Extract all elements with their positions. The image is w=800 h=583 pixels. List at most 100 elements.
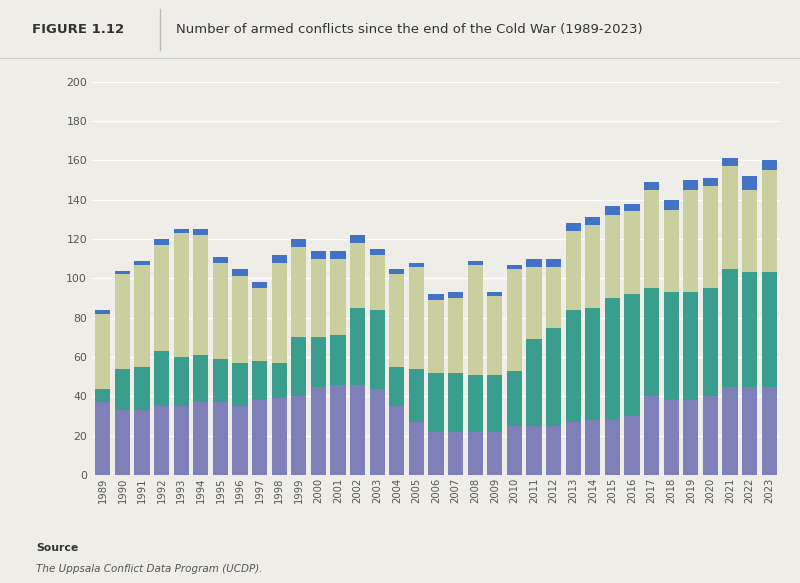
Bar [291,338,306,396]
Bar [310,251,326,259]
Bar [644,288,659,396]
Bar [174,229,189,233]
Bar [330,335,346,385]
Bar [409,262,424,266]
Bar [134,265,150,367]
Bar [350,308,366,385]
Bar [134,367,150,410]
Bar [370,310,385,389]
Bar [174,233,189,357]
Bar [624,203,640,212]
Bar [663,292,679,401]
Bar [487,432,502,475]
Bar [134,261,150,265]
Bar [310,259,326,338]
Bar [232,363,248,406]
Bar [428,373,444,432]
Bar [448,432,463,475]
Bar [389,406,405,475]
Bar [722,269,738,387]
Bar [663,199,679,209]
Bar [271,398,287,475]
Bar [605,206,620,215]
Bar [271,262,287,363]
Bar [644,396,659,475]
Bar [506,269,522,371]
Bar [271,255,287,262]
Bar [428,294,444,300]
Bar [232,406,248,475]
Bar [271,363,287,398]
Bar [566,223,581,231]
Bar [448,292,463,298]
Bar [409,369,424,422]
Bar [702,288,718,396]
Bar [585,308,601,420]
Bar [526,339,542,426]
Bar [585,225,601,308]
Text: Number of armed conflicts since the end of the Cold War (1989-2023): Number of armed conflicts since the end … [176,23,642,36]
Bar [154,245,170,351]
Bar [487,292,502,296]
Bar [683,292,698,401]
Bar [683,401,698,475]
Bar [213,402,228,475]
Bar [330,385,346,475]
Bar [154,406,170,475]
Bar [389,367,405,406]
Bar [722,387,738,475]
Bar [252,282,267,288]
Bar [114,410,130,475]
Bar [350,385,366,475]
Bar [663,401,679,475]
Bar [546,266,562,328]
Bar [114,369,130,410]
Bar [114,271,130,275]
Bar [526,426,542,475]
Bar [702,396,718,475]
Bar [95,310,110,314]
Text: The Uppsala Conflict Data Program (UCDP).: The Uppsala Conflict Data Program (UCDP)… [36,564,262,574]
Bar [409,422,424,475]
Bar [330,259,346,335]
Bar [762,160,777,170]
Bar [487,296,502,375]
Bar [624,294,640,416]
Bar [722,166,738,269]
Bar [95,402,110,475]
Bar [232,276,248,363]
Bar [448,298,463,373]
Bar [291,396,306,475]
Bar [389,275,405,367]
Bar [154,351,170,406]
Bar [762,272,777,387]
Bar [663,209,679,292]
Bar [409,266,424,369]
Bar [291,247,306,338]
Bar [467,432,483,475]
Bar [252,401,267,475]
Bar [428,300,444,373]
Bar [546,259,562,266]
Bar [467,261,483,265]
Bar [350,243,366,308]
Bar [546,426,562,475]
Bar [467,375,483,432]
Bar [213,262,228,359]
Bar [506,426,522,475]
Bar [370,255,385,310]
Bar [95,314,110,389]
Bar [624,416,640,475]
Bar [114,275,130,369]
Bar [526,266,542,339]
Bar [683,180,698,190]
Bar [428,432,444,475]
Bar [310,387,326,475]
Bar [605,298,620,420]
Bar [605,420,620,475]
Bar [506,265,522,269]
Bar [193,235,209,355]
Bar [448,373,463,432]
Bar [174,357,189,406]
Bar [389,269,405,275]
